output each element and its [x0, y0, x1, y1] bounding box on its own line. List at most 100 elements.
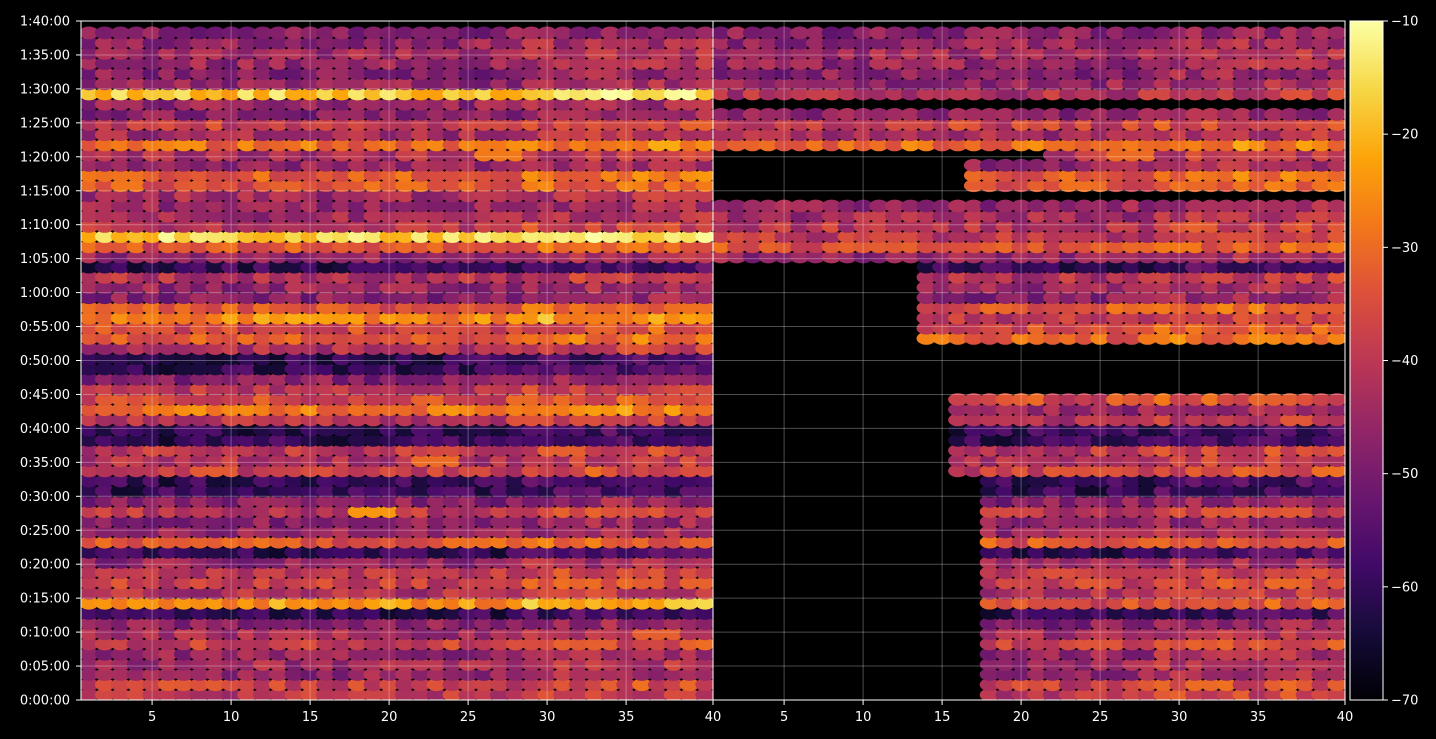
heatmap-cell: [268, 332, 289, 345]
heatmap-cell: [205, 535, 226, 549]
heatmap-cell: [1327, 108, 1345, 121]
heatmap-cell: [173, 433, 194, 447]
heatmap-cell: [1169, 668, 1189, 681]
heatmap-cell: [1121, 291, 1142, 305]
heatmap-cell: [521, 484, 542, 498]
heatmap-cell: [474, 260, 494, 274]
heatmap-cell: [1137, 637, 1158, 651]
heatmap-cell: [932, 36, 952, 50]
heatmap-cell: [647, 423, 668, 437]
heatmap-cell: [189, 403, 210, 417]
heatmap-cell: [1121, 138, 1142, 152]
heatmap-cell: [1153, 57, 1174, 70]
heatmap-cell: [979, 515, 1000, 529]
heatmap-cell: [853, 230, 873, 244]
heatmap-cell: [1279, 67, 1300, 80]
heatmap-cell: [81, 26, 99, 40]
heatmap-cell: [916, 281, 937, 294]
heatmap-cell: [1090, 67, 1110, 80]
heatmap-cell: [316, 281, 336, 294]
heatmap-cell: [1011, 311, 1031, 325]
heatmap-cell: [758, 57, 779, 70]
heatmap-cell: [1232, 321, 1253, 335]
heatmap-cell: [173, 525, 194, 539]
heatmap-cell: [600, 291, 621, 305]
heatmap-cell: [742, 67, 763, 80]
heatmap-cell: [521, 128, 542, 142]
heatmap-cell: [1185, 321, 1205, 335]
heatmap-cell: [395, 26, 415, 40]
heatmap-cell: [1216, 474, 1237, 488]
heatmap-cell: [189, 199, 210, 213]
heatmap-cell: [395, 556, 415, 569]
heatmap-cell: [1185, 535, 1205, 549]
heatmap-cell: [1295, 525, 1316, 539]
heatmap-cell: [521, 535, 542, 549]
heatmap-cell: [1295, 220, 1316, 233]
heatmap-cell: [252, 545, 273, 559]
heatmap-cell: [1295, 57, 1316, 70]
heatmap-cell: [695, 270, 713, 284]
heatmap-cell: [395, 209, 415, 223]
heatmap-cell: [584, 36, 605, 50]
heatmap-cell: [410, 454, 431, 468]
heatmap-cell: [869, 46, 889, 60]
heatmap-cell: [489, 138, 510, 152]
heatmap-cell: [284, 423, 305, 437]
heatmap-cell: [1311, 495, 1332, 508]
heatmap-cell: [126, 77, 147, 91]
heatmap-cell: [505, 647, 526, 661]
heatmap-cell: [553, 189, 573, 203]
heatmap-cell: [726, 138, 747, 152]
heatmap-cell: [1216, 118, 1237, 131]
heatmap-cell: [81, 525, 99, 539]
heatmap-cell: [1027, 46, 1047, 60]
heatmap-cell: [1200, 240, 1221, 254]
heatmap-cell: [1027, 199, 1047, 213]
heatmap-cell: [237, 311, 257, 325]
heatmap-cell: [1121, 321, 1142, 335]
heatmap-cell: [1185, 148, 1205, 162]
heatmap-cell: [1058, 46, 1079, 60]
heatmap-cell: [663, 220, 684, 233]
heatmap-cell: [805, 209, 826, 223]
heatmap-cell: [252, 423, 273, 437]
heatmap-cell: [426, 148, 447, 162]
heatmap-cell: [1185, 332, 1205, 345]
heatmap-cell: [695, 128, 713, 142]
heatmap-cell: [442, 383, 463, 396]
heatmap-cell: [1200, 484, 1221, 498]
heatmap-cell: [916, 108, 937, 121]
heatmap-cell: [158, 321, 178, 335]
heatmap-cell: [426, 220, 447, 233]
heatmap-cell: [268, 342, 289, 355]
heatmap-cell: [363, 403, 384, 417]
heatmap-cell: [173, 138, 194, 152]
heatmap-cell: [1185, 230, 1205, 244]
heatmap-cell: [1311, 270, 1332, 284]
heatmap-cell: [1264, 108, 1284, 121]
heatmap-cell: [1200, 403, 1221, 417]
heatmap-cell: [679, 423, 700, 437]
heatmap-cell: [869, 128, 889, 142]
heatmap-cell: [505, 433, 526, 447]
heatmap-cell: [600, 444, 621, 457]
heatmap-cell: [695, 678, 713, 692]
heatmap-cell: [695, 148, 713, 162]
heatmap-cell: [94, 301, 115, 315]
heatmap-cell: [205, 423, 226, 437]
heatmap-cell: [1121, 576, 1142, 590]
heatmap-cell: [1200, 46, 1221, 60]
heatmap-cell: [458, 484, 478, 498]
heatmap-cell: [632, 647, 652, 661]
heatmap-cell: [237, 637, 257, 651]
heatmap-cell: [679, 586, 700, 600]
heatmap-cell: [426, 525, 447, 539]
heatmap-cell: [837, 128, 858, 142]
heatmap-cell: [268, 199, 289, 213]
heatmap-cell: [932, 250, 952, 264]
heatmap-cell: [537, 372, 557, 386]
heatmap-cell: [505, 87, 526, 101]
heatmap-cell: [331, 118, 352, 131]
heatmap-cell: [1279, 281, 1300, 294]
